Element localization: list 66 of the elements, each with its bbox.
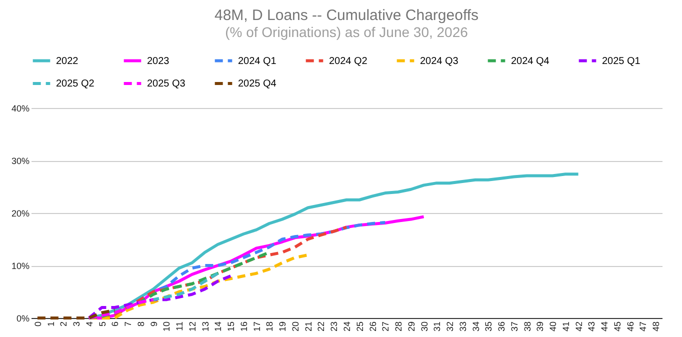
legend-label: 2024 Q2 <box>329 56 368 67</box>
x-tick-label: 33 <box>458 322 468 332</box>
x-tick-label: 44 <box>600 322 610 332</box>
legend-label: 2025 Q2 <box>56 78 95 90</box>
x-tick-label: 35 <box>484 322 494 332</box>
x-tick-label: 45 <box>612 322 622 332</box>
legend-label: 2022 <box>56 56 79 67</box>
x-tick-label: 39 <box>535 322 546 332</box>
x-tick-label: 41 <box>560 322 571 332</box>
x-tick-label: 2 <box>58 322 69 327</box>
legend-label: 2025 Q4 <box>238 78 277 90</box>
y-tick-label: 40% <box>11 104 30 114</box>
x-tick-label: 5 <box>97 322 108 327</box>
x-tick-label: 23 <box>329 322 340 332</box>
x-tick-label: 11 <box>174 322 185 331</box>
x-tick-label: 25 <box>354 322 365 332</box>
x-tick-label: 14 <box>213 322 224 332</box>
x-tick-label: 48 <box>651 322 662 332</box>
legend-label: 2023 <box>147 56 170 67</box>
x-tick-label: 42 <box>574 322 584 332</box>
x-tick-label: 16 <box>238 322 249 332</box>
x-tick-label: 0 <box>32 322 43 327</box>
y-tick-label: 20% <box>11 208 30 218</box>
y-tick-label: 10% <box>11 261 30 271</box>
x-tick-label: 22 <box>316 322 326 332</box>
x-tick-label: 24 <box>342 322 352 332</box>
x-tick-label: 47 <box>638 322 648 332</box>
x-tick-label: 3 <box>72 322 82 327</box>
x-tick-label: 31 <box>432 322 442 332</box>
x-tick-label: 46 <box>625 322 636 332</box>
y-tick-label: 0% <box>16 314 30 324</box>
x-tick-label: 10 <box>162 322 172 332</box>
x-tick-label: 12 <box>187 322 198 332</box>
legend-label: 2024 Q1 <box>238 56 277 67</box>
x-tick-label: 19 <box>278 322 288 332</box>
legend-label: 2024 Q4 <box>511 56 550 67</box>
y-tick-label: 30% <box>11 156 30 166</box>
x-tick-label: 7 <box>123 322 134 327</box>
x-tick-label: 32 <box>445 322 456 332</box>
x-tick-label: 6 <box>110 322 120 327</box>
x-tick-label: 28 <box>394 322 404 332</box>
x-tick-label: 29 <box>406 322 416 332</box>
x-tick-label: 18 <box>264 322 275 332</box>
legend-label: 2025 Q1 <box>602 56 641 67</box>
x-tick-label: 4 <box>84 322 94 327</box>
x-tick-label: 37 <box>509 322 520 332</box>
chart-subtitle: (% of Originations) as of June 30, 2026 <box>225 24 468 40</box>
x-tick-label: 9 <box>148 322 159 327</box>
legend-label: 2025 Q3 <box>147 78 186 90</box>
legend-label: 2024 Q3 <box>420 56 459 67</box>
x-tick-label: 38 <box>522 322 532 332</box>
x-tick-label: 15 <box>226 322 236 332</box>
x-tick-label: 1 <box>46 322 56 327</box>
x-tick-label: 20 <box>290 322 300 332</box>
x-tick-label: 34 <box>470 322 481 332</box>
x-tick-label: 26 <box>368 322 378 332</box>
x-tick-label: 17 <box>252 322 262 332</box>
x-tick-label: 30 <box>419 322 430 332</box>
x-tick-label: 36 <box>496 322 507 332</box>
x-tick-label: 43 <box>586 322 597 332</box>
x-tick-label: 13 <box>200 322 210 332</box>
x-tick-label: 40 <box>548 322 558 332</box>
x-tick-label: 8 <box>136 322 146 327</box>
x-tick-label: 27 <box>380 322 391 332</box>
x-tick-label: 21 <box>303 322 314 332</box>
chart-title: 48M, D Loans -- Cumulative Chargeoffs <box>214 7 479 24</box>
